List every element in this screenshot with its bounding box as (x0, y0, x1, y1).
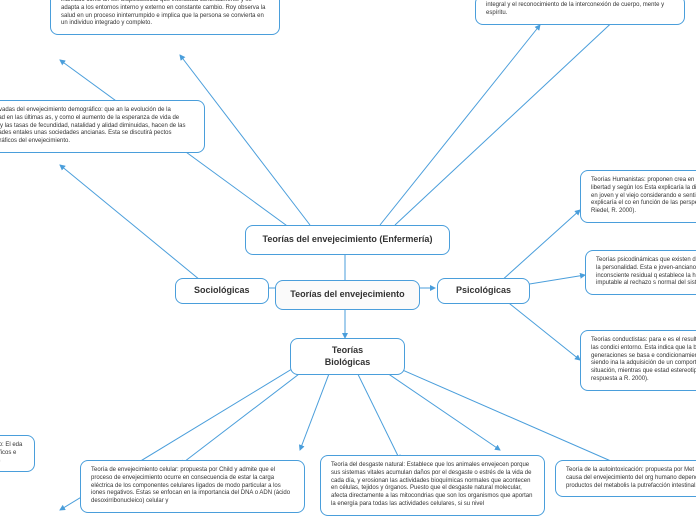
node-top-right-desc: integral y el reconocimiento de la inter… (475, 0, 685, 25)
text: integral y el reconocimiento de la inter… (486, 2, 664, 16)
text: as derivadas del envejecimiento demográf… (0, 107, 185, 144)
node-bio-desgaste: Teoría del desgaste natural: Establece q… (320, 455, 545, 516)
node-biologicas[interactable]: Teorías Biológicas (290, 338, 405, 375)
text: Teoría de la autointoxicación: propuesta… (566, 467, 696, 489)
text: Teoría de envejecimiento celular: propue… (91, 467, 290, 504)
node-bio-celular: Teoría de envejecimiento celular: propue… (80, 460, 305, 513)
text: Teoría del desgaste natural: Establece q… (331, 462, 532, 507)
text: Teorías Humanistas: proponen crea en la … (591, 177, 696, 214)
label: Sociológicas (194, 285, 250, 295)
text: Teorías psicodinámicas que existen deter… (596, 257, 696, 286)
node-bio-autointox: Teoría de la autointoxicación: propuesta… (555, 460, 696, 497)
node-sociologicas[interactable]: Sociológicas (175, 278, 269, 304)
node-top-left-desc: individuo como un ser biopsicosocial que… (50, 0, 280, 35)
label: Teorías del envejecimiento (Enfermería) (263, 234, 433, 244)
node-psi-psicodinamicas: Teorías psicodinámicas que existen deter… (585, 250, 696, 295)
node-bottom-left-frag: gico: El eda es ficos e cas (0, 435, 35, 472)
label: Teorías Biológicas (325, 345, 371, 367)
label: Teorías del envejecimiento (290, 289, 404, 299)
text: Teorías conductistas: para e es el resul… (591, 337, 696, 382)
node-psicologicas[interactable]: Psicológicas (437, 278, 530, 304)
label: Psicológicas (456, 285, 511, 295)
node-center[interactable]: Teorías del envejecimiento (275, 280, 420, 310)
text: individuo como un ser biopsicosocial que… (61, 0, 265, 26)
node-enfermeria[interactable]: Teorías del envejecimiento (Enfermería) (245, 225, 450, 255)
node-psi-conductistas: Teorías conductistas: para e es el resul… (580, 330, 696, 391)
node-socio-desc: as derivadas del envejecimiento demográf… (0, 100, 205, 153)
node-psi-humanistas: Teorías Humanistas: proponen crea en la … (580, 170, 696, 223)
text: gico: El eda es ficos e cas (0, 442, 22, 464)
